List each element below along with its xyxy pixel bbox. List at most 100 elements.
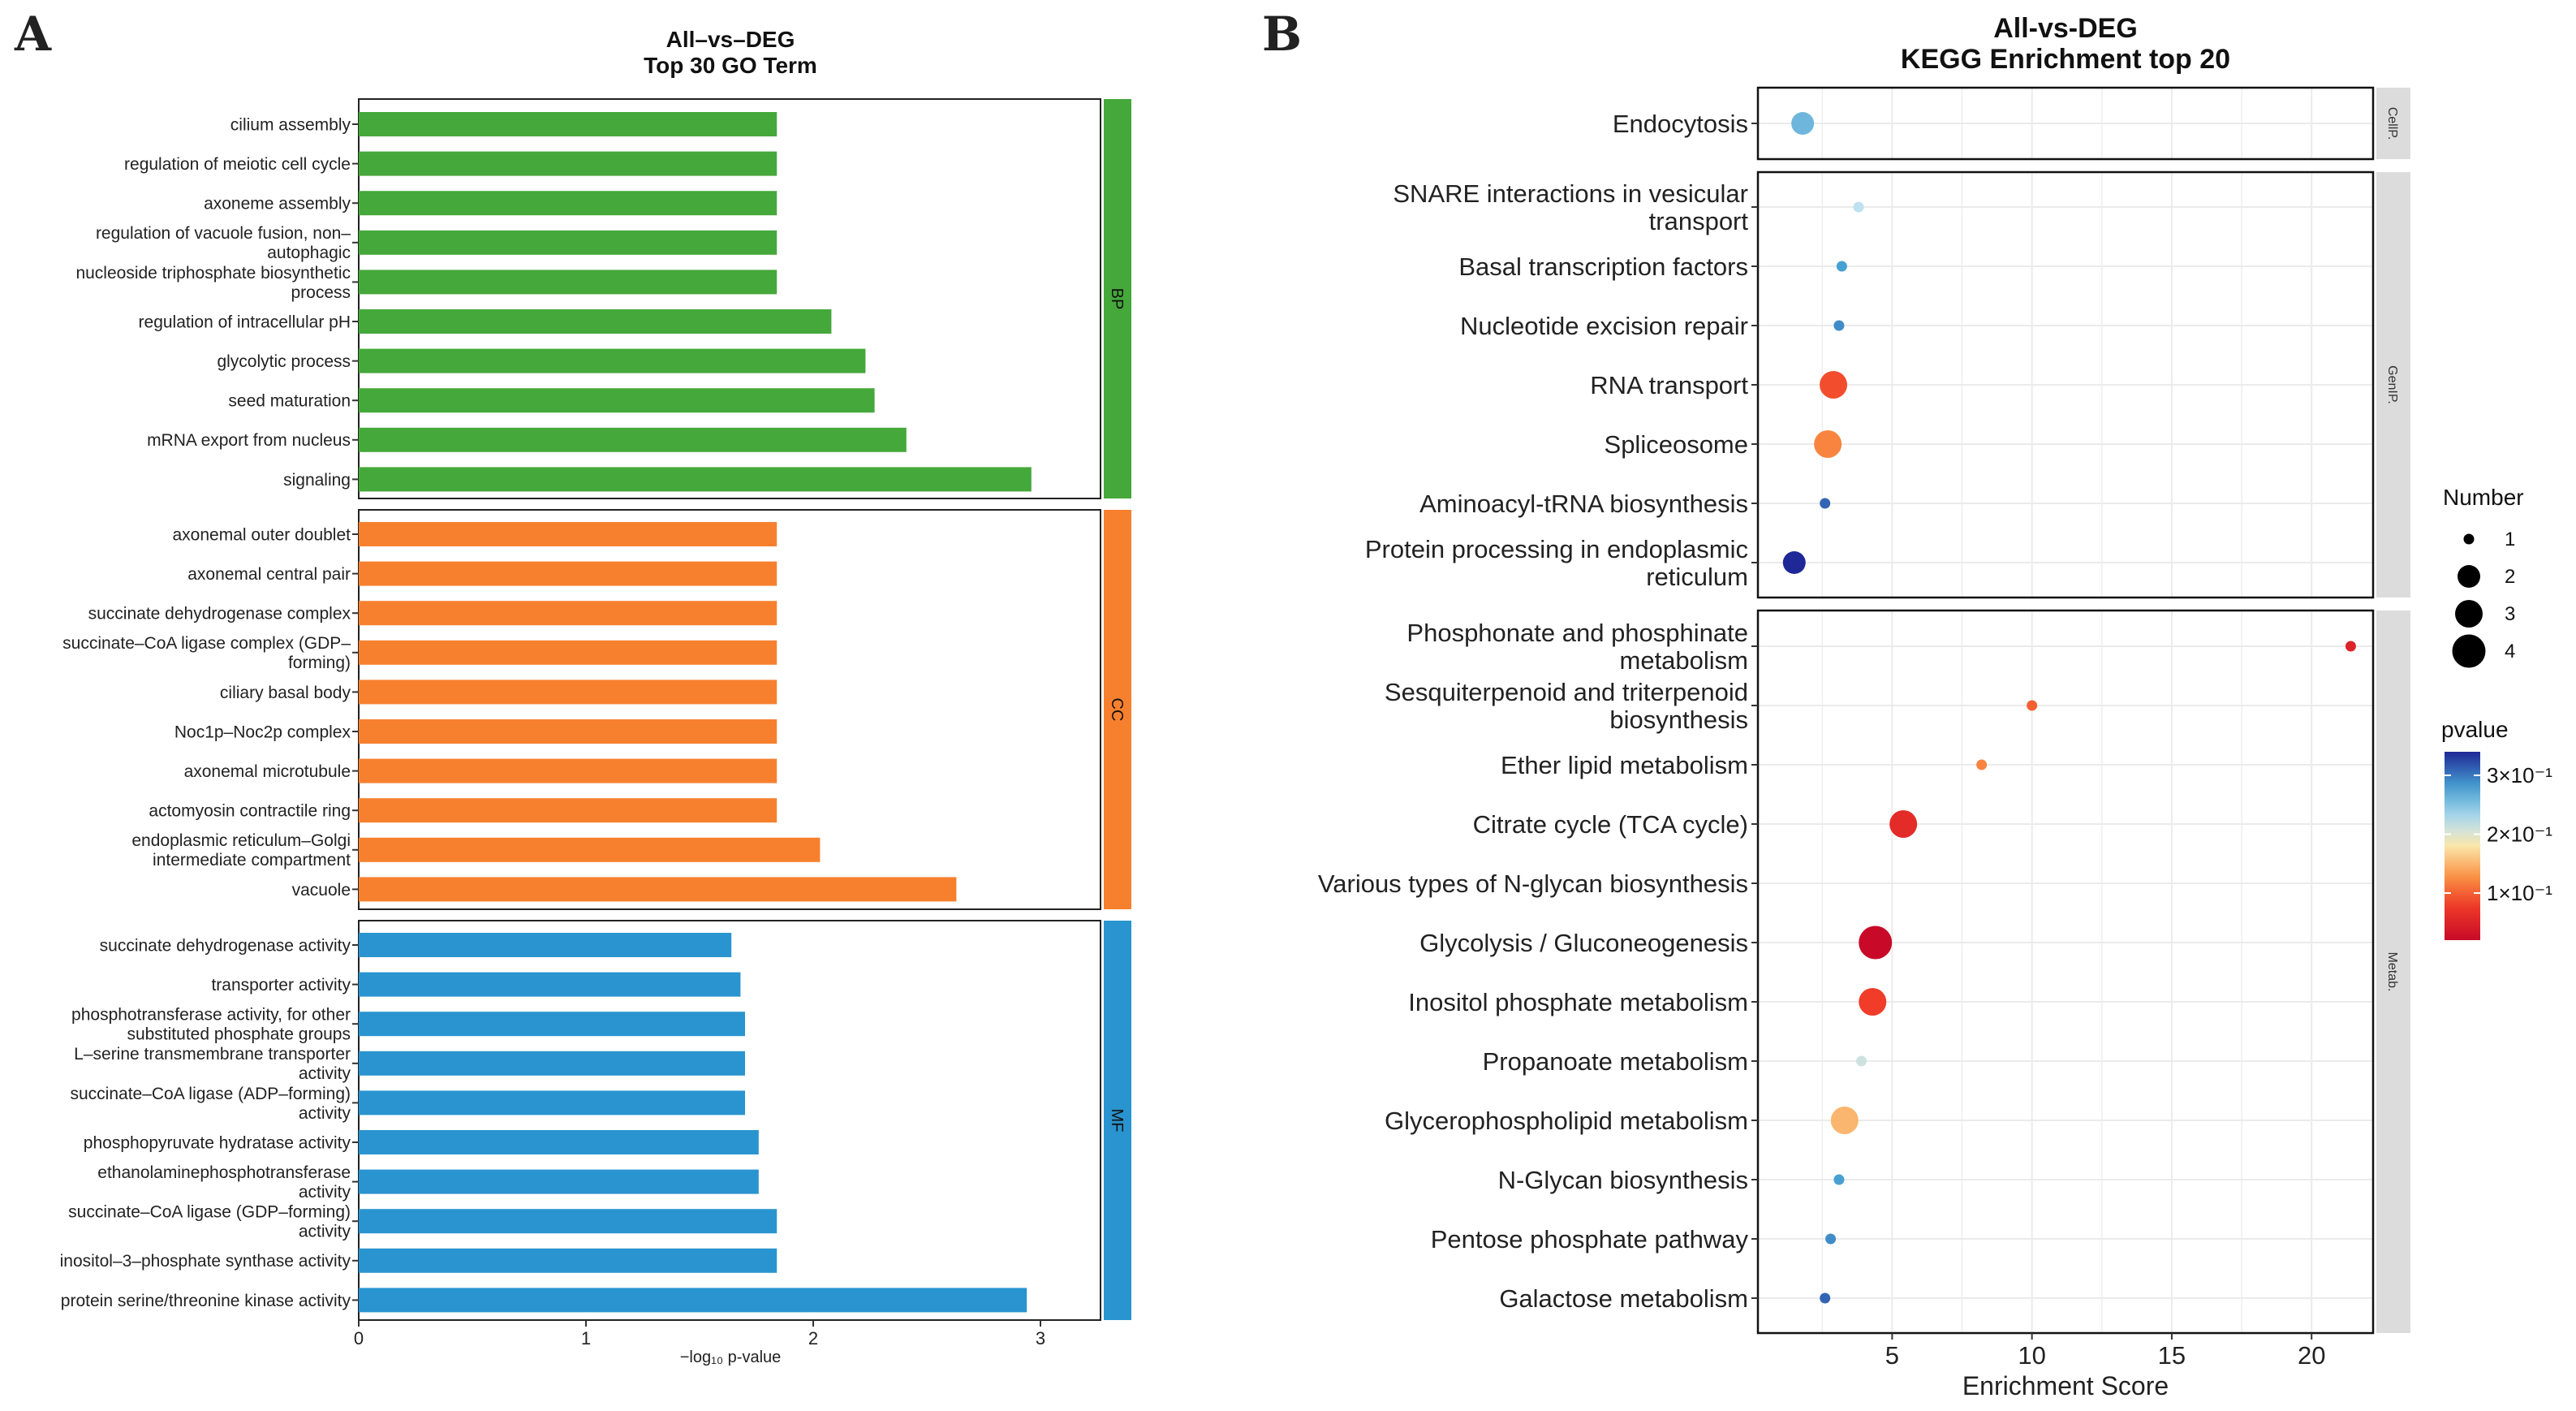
kegg-point	[1836, 261, 1847, 272]
legend-size-label: 4	[2505, 641, 2515, 662]
facet-strip-cc	[1104, 510, 1131, 909]
go-term-label: process	[291, 283, 351, 302]
kegg-pathway-label: metabolism	[1620, 646, 1749, 675]
x-tick-label: 1	[581, 1328, 591, 1348]
go-bar	[359, 1169, 759, 1194]
panel-b-plot-area: CellP. Endocytosis GenIP. SNARE interaction…	[1318, 86, 2410, 1370]
go-bar	[359, 1130, 759, 1154]
go-bar	[359, 230, 778, 255]
kegg-point	[1855, 1055, 1867, 1067]
go-bar	[359, 348, 866, 373]
legend-size-dot	[2455, 600, 2483, 628]
go-bar	[359, 640, 778, 665]
go-term-label: forming)	[288, 654, 351, 672]
legend-size-label: 3	[2505, 603, 2515, 625]
go-bar	[359, 758, 778, 783]
kegg-pathway-label: Spliceosome	[1605, 430, 1748, 459]
go-bar	[359, 601, 778, 626]
kegg-pathway-label: Glycolysis / Gluconeogenesis	[1419, 929, 1748, 957]
go-bar	[359, 522, 778, 546]
x-tick-label: 20	[2298, 1341, 2325, 1370]
kegg-pathway-label: transport	[1649, 207, 1749, 235]
go-term-label: axoneme assembly	[204, 195, 351, 214]
kegg-point	[1820, 498, 1831, 509]
go-bar	[359, 1209, 778, 1234]
kegg-point	[1820, 371, 1848, 399]
go-bar	[359, 270, 778, 295]
panel-b-title-line1: All-vs-DEG	[1993, 13, 2138, 44]
kegg-pathway-label: Phosphonate and phosphinate	[1406, 619, 1748, 647]
kegg-point	[1859, 926, 1893, 960]
go-bar	[359, 972, 741, 997]
go-term-label: mRNA export from nucleus	[147, 431, 351, 450]
go-term-label: endoplasmic reticulum–Golgi	[131, 831, 351, 850]
x-tick-label: 2	[808, 1328, 818, 1348]
go-term-label: activity	[299, 1104, 351, 1123]
go-term-label: activity	[299, 1183, 351, 1202]
kegg-pathway-label: RNA transport	[1590, 371, 1748, 399]
pvalue-colorbar	[2445, 752, 2480, 940]
go-bar	[359, 112, 778, 136]
kegg-pathway-label: reticulum	[1646, 563, 1748, 591]
go-bar	[359, 1288, 1027, 1313]
kegg-point	[1833, 320, 1845, 331]
kegg-pathway-label: Inositol phosphate metabolism	[1408, 988, 1748, 1016]
go-term-label: vacuole	[292, 881, 351, 900]
kegg-pathway-label: Aminoacyl-tRNA biosynthesis	[1419, 490, 1748, 518]
facet-strip-label: GenIP.	[2385, 365, 2399, 404]
go-term-label: signaling	[283, 471, 351, 490]
kegg-pathway-label: Propanoate metabolism	[1483, 1047, 1748, 1076]
kegg-point	[1859, 988, 1887, 1016]
go-term-label: ethanolaminephosphotransferase	[97, 1163, 351, 1182]
go-term-label: seed maturation	[228, 392, 351, 411]
x-tick-label: 10	[2018, 1341, 2045, 1370]
go-bar	[359, 680, 778, 705]
legend-size-label: 1	[2505, 529, 2515, 550]
kegg-point	[1825, 1233, 1837, 1245]
facet-strip-label: MF	[1108, 1109, 1126, 1133]
kegg-point	[2027, 700, 2038, 711]
x-tick-label: 5	[1885, 1341, 1899, 1370]
panel-a-go-bar-chart: A All–vs–DEG Top 30 GO Term −log₁₀ p-val…	[14, 6, 1131, 1366]
go-term-label: axonemal central pair	[187, 565, 351, 584]
go-bar	[359, 309, 832, 334]
panel-a-letter: A	[14, 6, 52, 62]
kegg-pathway-label: Protein processing in endoplasmic	[1365, 535, 1748, 563]
panel-a-title-line2: Top 30 GO Term	[644, 53, 817, 78]
legend-size-dot	[2452, 634, 2486, 668]
go-term-label: succinate–CoA ligase (GDP–forming)	[68, 1203, 351, 1222]
go-term-label: Noc1p–Noc2p complex	[174, 723, 351, 741]
go-bar	[359, 1248, 778, 1273]
go-bar	[359, 388, 875, 413]
go-term-label: phosphotransferase activity, for other	[71, 1006, 351, 1025]
facet-strip-label: CellP.	[2385, 107, 2399, 140]
legend-items: 1 2 3 4 3×10⁻¹ 2×10⁻¹ 1×10⁻¹	[2445, 529, 2552, 940]
go-term-label: succinate–CoA ligase complex (GDP–	[62, 634, 351, 653]
facet-strip	[2376, 611, 2410, 1333]
kegg-pathway-label: Citrate cycle (TCA cycle)	[1473, 810, 1748, 839]
go-term-label: activity	[299, 1064, 351, 1083]
kegg-pathway-label: N-Glycan biosynthesis	[1498, 1166, 1748, 1194]
panel-b-kegg-dot-plot: B All-vs-DEG KEGG Enrichment top 20 Enri…	[1262, 6, 2552, 1400]
legend-size-label: 2	[2505, 566, 2515, 588]
go-bar	[359, 719, 778, 744]
go-term-label: phosphopyruvate hydratase activity	[84, 1133, 351, 1152]
facet-strip-label: Metab.	[2385, 952, 2399, 992]
panel-a-title-line1: All–vs–DEG	[666, 27, 795, 52]
kegg-point	[1820, 1292, 1831, 1304]
go-term-label: autophagic	[267, 244, 351, 262]
legend-size-dot	[2463, 533, 2475, 545]
go-bar	[359, 837, 821, 862]
go-term-label: regulation of meiotic cell cycle	[124, 155, 351, 174]
go-term-label: glycolytic process	[217, 352, 351, 371]
facet-strip-label: CC	[1108, 698, 1126, 722]
go-bar	[359, 191, 778, 216]
kegg-pathway-label: Ether lipid metabolism	[1501, 751, 1748, 779]
facet-strip	[2376, 88, 2410, 159]
kegg-pathway-label: Basal transcription factors	[1458, 252, 1748, 281]
kegg-point	[1814, 430, 1842, 458]
panel-a-plot-area: BP cilium assembly regulation of meiotic c…	[60, 98, 1131, 1348]
colorbar-tick-label: 1×10⁻¹	[2487, 881, 2552, 905]
go-bar	[359, 933, 732, 957]
